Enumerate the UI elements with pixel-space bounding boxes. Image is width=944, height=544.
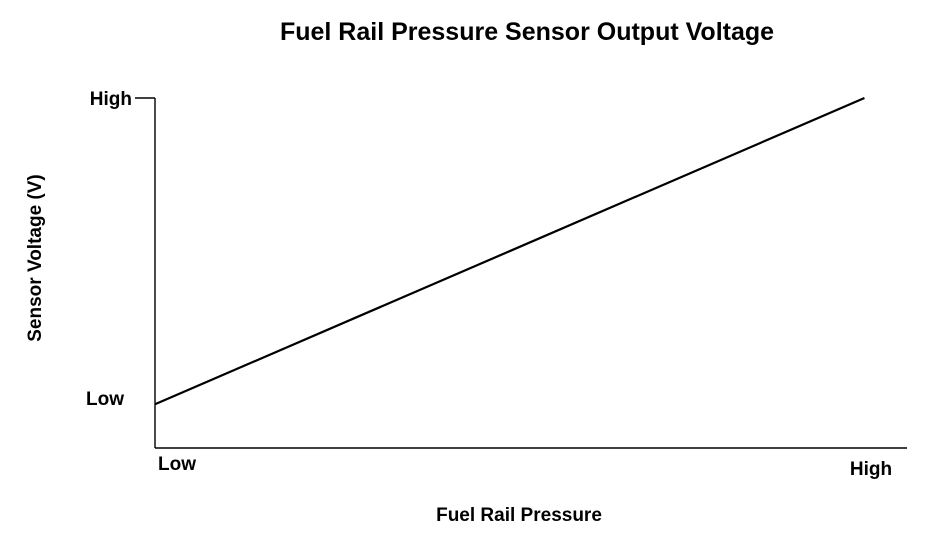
y-tick-label: Low bbox=[86, 389, 124, 410]
x-ticks: Low High bbox=[158, 454, 892, 480]
y-tick-label: High bbox=[90, 89, 132, 110]
x-tick-label: Low bbox=[158, 454, 196, 475]
x-axis-label: Fuel Rail Pressure bbox=[436, 505, 602, 526]
chart-title: Fuel Rail Pressure Sensor Output Voltage bbox=[280, 18, 774, 46]
y-ticks: Low High bbox=[86, 89, 155, 410]
series-group bbox=[154, 96, 865, 406]
series-line bbox=[154, 96, 865, 406]
x-tick-label: High bbox=[850, 459, 892, 480]
y-axis-label: Sensor Voltage (V) bbox=[25, 174, 46, 342]
